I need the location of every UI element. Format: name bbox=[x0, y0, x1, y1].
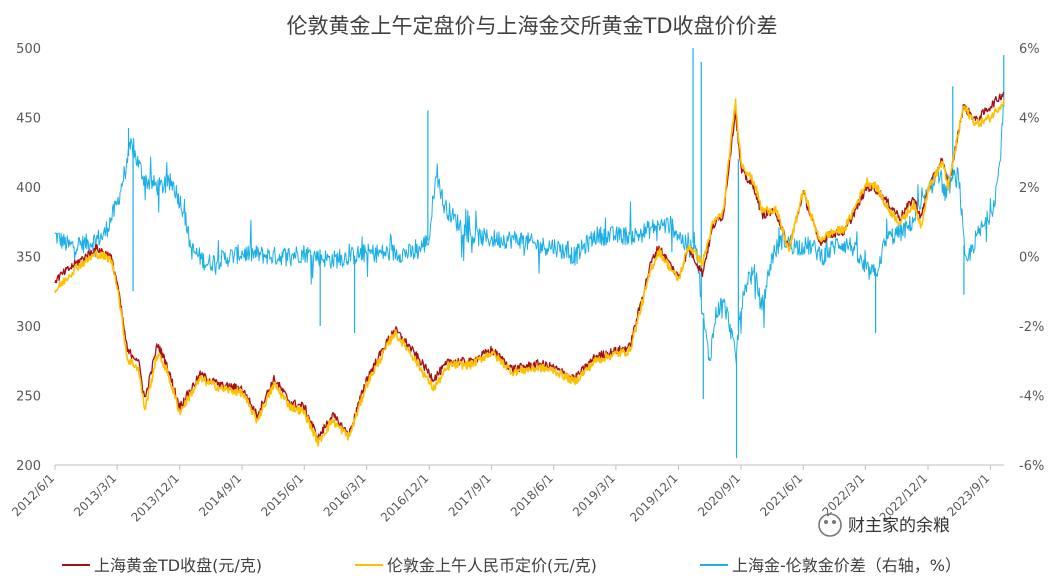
y-left-tick-label: 250 bbox=[16, 390, 41, 405]
legend-item-shanghai-td: 上海黄金TD收盘(元/克) bbox=[62, 556, 262, 575]
series-spread-line bbox=[54, 102, 1005, 364]
y-left-tick-label: 200 bbox=[16, 459, 41, 474]
series-shanghai-td-line bbox=[54, 91, 1005, 442]
legend-label: 上海黄金TD收盘(元/克) bbox=[94, 556, 262, 575]
x-tick-label: 2013/3/1 bbox=[71, 471, 119, 519]
x-tick-label: 2022/3/1 bbox=[819, 471, 867, 519]
watermark-text: 财主家的余粮 bbox=[848, 516, 950, 536]
x-tick-label: 2020/9/1 bbox=[695, 471, 743, 519]
x-tick-label: 2012/6/1 bbox=[9, 471, 57, 519]
chart-title: 伦敦黄金上午定盘价与上海金交所黄金TD收盘价价差 bbox=[287, 14, 778, 38]
y-left-tick-label: 300 bbox=[16, 320, 41, 335]
y-right-tick-label: -4% bbox=[1019, 390, 1044, 405]
y-left-tick-label: 450 bbox=[16, 112, 41, 127]
x-tick-label: 2017/9/1 bbox=[446, 471, 494, 519]
x-tick-label: 2016/12/1 bbox=[378, 471, 431, 524]
series-london-fix-line bbox=[54, 98, 1005, 447]
y-right-tick-label: -6% bbox=[1019, 459, 1044, 474]
x-tick-label: 2021/6/1 bbox=[757, 471, 805, 519]
watermark-logo-dot-icon bbox=[824, 520, 828, 524]
x-tick-label: 2014/9/1 bbox=[196, 471, 244, 519]
y-right-tick-label: 0% bbox=[1019, 251, 1040, 266]
legend-item-london-fix: 伦敦金上午人民币定价(元/克) bbox=[355, 556, 597, 575]
plot-area bbox=[54, 48, 1005, 459]
watermark-logo-icon bbox=[818, 513, 842, 537]
y-right-tick-label: 2% bbox=[1019, 181, 1040, 196]
watermark: 财主家的余粮 bbox=[818, 513, 950, 537]
x-tick-label: 2019/3/1 bbox=[570, 471, 618, 519]
watermark-logo-dot-icon bbox=[832, 520, 836, 524]
y-left-tick-label: 500 bbox=[16, 42, 41, 57]
x-tick-label: 2013/12/1 bbox=[128, 471, 181, 524]
legend: 上海黄金TD收盘(元/克) 伦敦金上午人民币定价(元/克) 上海金-伦敦金价差（右轴… bbox=[62, 556, 961, 575]
y-right-tick-label: 6% bbox=[1019, 42, 1040, 57]
axes: 200 250 300 350 400 450 500 -6% -4% -2% 0% 2% 4% 6% 20… bbox=[9, 42, 1044, 525]
x-tick-label: 2015/6/1 bbox=[258, 471, 306, 519]
legend-label: 上海金-伦敦金价差（右轴，%） bbox=[732, 556, 961, 575]
y-left-tick-label: 350 bbox=[16, 251, 41, 266]
x-tick-label: 2018/6/1 bbox=[508, 471, 556, 519]
x-tick-label: 2016/3/1 bbox=[321, 471, 369, 519]
y-left-tick-label: 400 bbox=[16, 181, 41, 196]
x-tick-label: 2019/12/1 bbox=[627, 471, 680, 524]
legend-item-spread: 上海金-伦敦金价差（右轴，%） bbox=[700, 556, 961, 575]
y-right-tick-label: -2% bbox=[1019, 320, 1044, 335]
y-right-tick-label: 4% bbox=[1019, 112, 1040, 127]
legend-label: 伦敦金上午人民币定价(元/克) bbox=[387, 556, 597, 575]
x-tick-label: 2023/9/1 bbox=[944, 471, 992, 519]
